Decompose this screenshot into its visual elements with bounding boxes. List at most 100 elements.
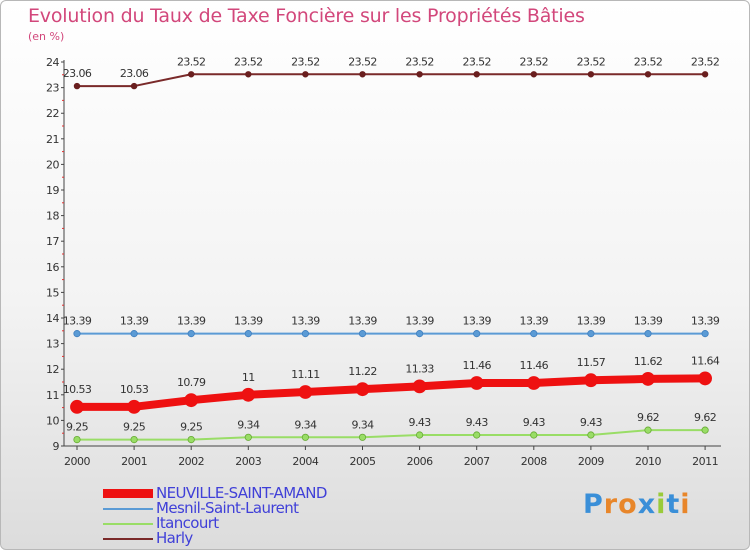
data-label-harly: 23.52 (520, 55, 549, 68)
data-point-itancourt (244, 433, 252, 441)
data-point-harly (187, 71, 195, 78)
data-point-neuville-saint-amand (469, 376, 484, 390)
data-point-neuville-saint-amand (412, 379, 427, 394)
data-point-harly (359, 71, 366, 78)
logo-letter: x (637, 489, 657, 520)
data-label-harly: 23.52 (291, 55, 320, 68)
data-label-harly: 23.52 (348, 55, 377, 68)
x-tick-label: 2007 (464, 455, 490, 468)
data-label-harly: 23.52 (405, 55, 434, 68)
data-point-harly (245, 71, 252, 78)
data-point-mesnil-saint-laurent (587, 330, 595, 338)
y-tick-label: 13 (46, 338, 59, 351)
data-label-itancourt: 9.62 (637, 411, 659, 424)
data-label-itancourt: 9.34 (351, 418, 374, 431)
data-point-itancourt (73, 435, 81, 444)
data-label-neuville-saint-amand: 11.46 (462, 359, 491, 372)
data-label-mesnil-saint-laurent: 13.39 (177, 315, 206, 328)
legend-swatch-mesnil (103, 508, 153, 510)
y-tick-label: 11 (46, 389, 59, 402)
data-point-mesnil-saint-laurent (530, 330, 538, 338)
data-label-mesnil-saint-laurent: 13.39 (577, 315, 606, 328)
legend-label-neuville: NEUVILLE-SAINT-AMAND (156, 484, 327, 502)
data-label-harly: 23.52 (462, 55, 491, 68)
y-tick-label: 17 (46, 235, 59, 248)
data-label-itancourt: 9.43 (409, 416, 432, 429)
data-label-itancourt: 9.34 (237, 418, 260, 431)
data-label-itancourt: 9.25 (123, 421, 146, 434)
series-layer: 23.06 23.06 23.52 23.52 23.52 23.52 23.52 23.52… (63, 55, 721, 444)
x-tick-label: 2008 (521, 455, 547, 468)
data-point-itancourt (415, 431, 424, 439)
data-point-itancourt (530, 431, 538, 439)
data-point-harly (644, 71, 652, 78)
data-point-itancourt (130, 435, 138, 444)
data-point-neuville-saint-amand (641, 372, 655, 386)
data-label-mesnil-saint-laurent: 13.39 (691, 315, 720, 328)
legend-swatch-itancourt (103, 523, 153, 525)
axes: 9 10 11 12 13 14 15 16 17 18 19 20 21 22 23 24 2000 2001 2… (46, 56, 721, 468)
x-tick-label: 2010 (635, 455, 661, 468)
data-point-harly (416, 71, 423, 78)
y-tick-label: 15 (46, 286, 59, 299)
data-point-itancourt (187, 435, 195, 444)
data-label-harly: 23.52 (234, 55, 263, 68)
data-point-neuville-saint-amand (584, 373, 598, 388)
x-tick-label: 2004 (292, 455, 318, 468)
legend-label-itancourt: Itancourt (156, 514, 219, 532)
legend: NEUVILLE-SAINT-AMAND Mesnil-Saint-Lauren… (103, 484, 403, 547)
data-point-neuville-saint-amand (526, 376, 541, 390)
data-label-neuville-saint-amand: 11.22 (348, 365, 377, 378)
data-label-neuville-saint-amand: 11 (242, 371, 255, 384)
data-point-itancourt (587, 431, 595, 439)
data-label-neuville-saint-amand: 10.79 (177, 376, 206, 389)
data-point-mesnil-saint-laurent (73, 330, 81, 338)
data-label-neuville-saint-amand: 11.62 (634, 355, 663, 368)
data-label-neuville-saint-amand: 11.64 (691, 354, 720, 367)
x-tick-label: 2009 (578, 455, 604, 468)
data-label-itancourt: 9.25 (180, 421, 203, 434)
data-point-mesnil-saint-laurent (244, 330, 252, 338)
y-tick-label: 23 (46, 82, 59, 95)
data-label-mesnil-saint-laurent: 13.39 (462, 315, 491, 328)
legend-item-harly: Harly (103, 529, 403, 547)
data-point-itancourt (301, 433, 309, 441)
data-label-harly: 23.52 (577, 55, 606, 68)
data-label-mesnil-saint-laurent: 13.39 (120, 315, 149, 328)
data-label-mesnil-saint-laurent: 13.39 (348, 315, 377, 328)
legend-item-mesnil: Mesnil-Saint-Laurent (103, 499, 403, 517)
x-tick-label: 2006 (407, 455, 433, 468)
data-point-harly (530, 71, 537, 78)
y-tick-label: 12 (46, 363, 59, 376)
data-label-harly: 23.06 (63, 67, 92, 80)
logo-letter: o (618, 489, 638, 520)
data-label-harly: 23.52 (634, 55, 663, 68)
data-label-itancourt: 9.25 (66, 421, 89, 434)
data-label-itancourt: 9.62 (694, 411, 716, 424)
y-tick-label: 20 (46, 158, 59, 171)
data-label-neuville-saint-amand: 10.53 (63, 383, 92, 396)
data-label-harly: 23.52 (691, 55, 720, 68)
data-point-neuville-saint-amand (241, 387, 256, 402)
data-point-itancourt (644, 426, 652, 434)
data-point-mesnil-saint-laurent (301, 330, 309, 338)
y-tick-label: 24 (46, 56, 59, 69)
data-label-mesnil-saint-laurent: 13.39 (63, 315, 92, 328)
data-label-neuville-saint-amand: 11.46 (520, 359, 549, 372)
series-line-neuville-saint-amand (73, 374, 710, 411)
data-point-harly (73, 82, 81, 90)
x-tick-label: 2011 (692, 455, 718, 468)
data-point-itancourt (358, 433, 367, 441)
logo-letter: P (583, 489, 604, 520)
series-line-itancourt (76, 429, 707, 441)
data-label-neuville-saint-amand: 10.53 (120, 383, 149, 396)
data-point-neuville-saint-amand (70, 399, 84, 414)
unit-label: (en %) (28, 30, 65, 43)
data-label-itancourt: 9.43 (466, 416, 489, 429)
x-tick-label: 2002 (178, 455, 204, 468)
y-tick-label: 18 (46, 210, 59, 223)
data-point-neuville-saint-amand (355, 382, 370, 397)
y-tick-label: 9 (53, 440, 60, 453)
